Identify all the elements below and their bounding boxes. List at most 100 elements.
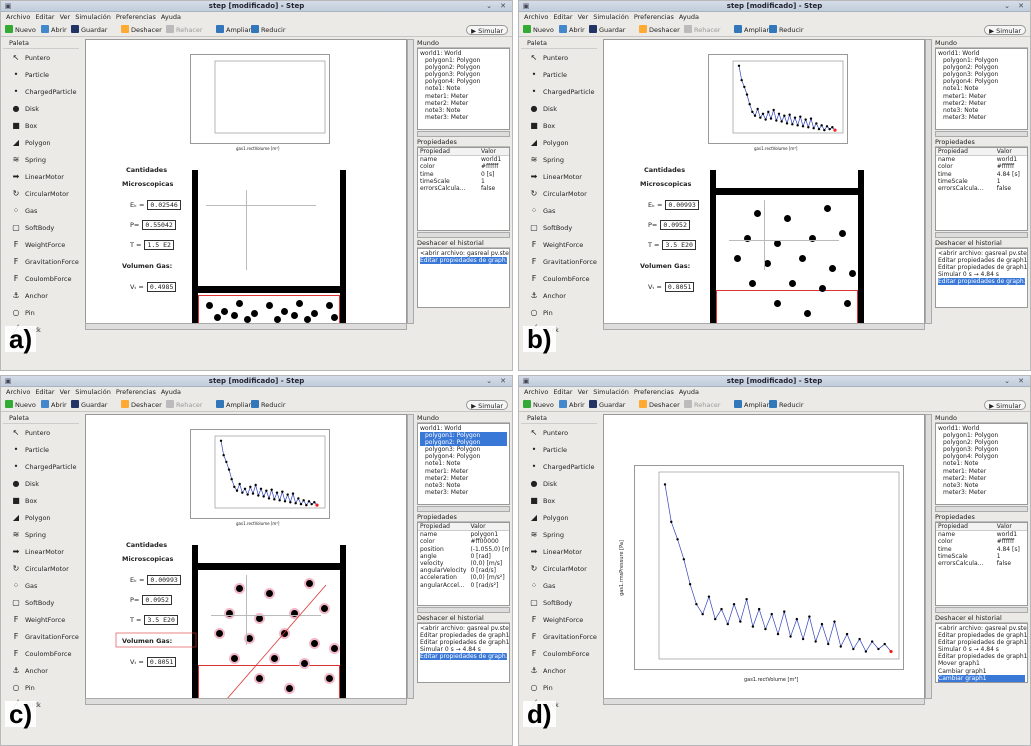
table-row[interactable]: errorsCalcula... false bbox=[938, 185, 1012, 193]
horizontal-scrollbar[interactable] bbox=[85, 323, 407, 330]
palette-item[interactable]: ▢ SoftBody bbox=[3, 594, 79, 611]
world-tree-item[interactable]: polygon2: Polygon bbox=[425, 64, 481, 72]
palette-item[interactable]: ⁘ Gas bbox=[3, 577, 79, 594]
menu-item[interactable]: Ayuda bbox=[160, 388, 181, 396]
redo-button[interactable]: Rehacer bbox=[684, 400, 721, 410]
menu-item[interactable]: Ver bbox=[59, 13, 71, 21]
simulate-button[interactable]: ▶ Simular bbox=[984, 25, 1026, 35]
menu-item[interactable]: Simulación bbox=[75, 13, 111, 21]
history-item[interactable]: Editar propiedades de graph1 bbox=[420, 639, 510, 647]
gas-particle[interactable] bbox=[311, 640, 318, 647]
minimize-icon[interactable]: ⌄ bbox=[1004, 377, 1010, 385]
simulate-button[interactable]: ▶ Simular bbox=[466, 25, 508, 35]
palette-item[interactable]: • ChargedParticle bbox=[3, 83, 79, 100]
palette-item[interactable]: F WeightForce bbox=[3, 611, 79, 628]
gas-particle[interactable] bbox=[246, 635, 253, 642]
history-list[interactable]: <abrir archivo: gasreal pv.ste> Editar pr… bbox=[935, 623, 1028, 683]
pv-graph[interactable] bbox=[708, 54, 848, 144]
world-tree-item[interactable]: world1: World bbox=[938, 50, 980, 57]
table-row[interactable]: color #ffffff bbox=[938, 163, 1015, 171]
world-tree-item[interactable]: polygon3: Polygon bbox=[425, 446, 481, 454]
history-item[interactable]: <abrir archivo: gasreal pv.ste> bbox=[938, 625, 1028, 632]
history-item[interactable]: Editar propiedades de graph1 bbox=[420, 653, 510, 661]
gas-particle[interactable] bbox=[256, 615, 263, 622]
container-right-wall[interactable] bbox=[340, 170, 346, 330]
zoom-in-button[interactable]: Ampliar bbox=[216, 25, 251, 35]
world-tree-item[interactable]: note3: Note bbox=[943, 106, 979, 114]
world-tree-item[interactable]: meter1: Meter bbox=[943, 92, 987, 100]
gas-particle[interactable] bbox=[331, 314, 338, 321]
horizontal-scrollbar[interactable] bbox=[603, 698, 925, 705]
gas-particle[interactable] bbox=[321, 605, 328, 612]
gas-particle[interactable] bbox=[304, 316, 311, 323]
table-row[interactable]: time 4.84 [s] bbox=[938, 545, 1020, 553]
palette-item[interactable]: ○ Pin bbox=[521, 679, 597, 696]
palette-item[interactable]: • ChargedParticle bbox=[521, 458, 597, 475]
table-row[interactable]: time 0 [s] bbox=[420, 170, 495, 178]
palette-item[interactable]: ⚓ Anchor bbox=[521, 287, 597, 304]
history-item[interactable]: Editar propiedades de graph1 bbox=[420, 632, 510, 640]
zoom-out-button[interactable]: Reducir bbox=[769, 25, 804, 35]
save-button[interactable]: Guardar bbox=[589, 400, 625, 410]
menu-item[interactable]: Preferencias bbox=[115, 388, 156, 396]
world-scrollbar[interactable] bbox=[417, 131, 510, 137]
world-tree[interactable]: world1: World polygon1: Polygon polygon2: … bbox=[935, 48, 1028, 130]
window-menu-icon[interactable]: ▣ bbox=[4, 2, 12, 10]
horizontal-scrollbar[interactable] bbox=[603, 323, 925, 330]
meter-v-value[interactable]: 0.8051 bbox=[146, 657, 177, 667]
gas-particle[interactable] bbox=[331, 645, 338, 652]
history-item[interactable]: Cambiar graph1 bbox=[938, 667, 987, 675]
new-button[interactable]: Nuevo bbox=[5, 25, 36, 35]
palette-item[interactable]: ● Disk bbox=[521, 100, 597, 117]
palette-item[interactable]: F GravitationForce bbox=[521, 628, 597, 645]
palette-item[interactable]: F GravitationForce bbox=[3, 253, 79, 270]
table-row[interactable]: angle 0 [rad] bbox=[420, 552, 491, 560]
palette-item[interactable]: ■ Box bbox=[3, 492, 79, 509]
vertical-scrollbar[interactable] bbox=[407, 39, 414, 324]
history-item[interactable]: Mover graph1 bbox=[938, 660, 980, 668]
palette-item[interactable]: ⁘ Gas bbox=[3, 202, 79, 219]
close-icon[interactable]: ✕ bbox=[500, 377, 506, 385]
world-tree-item[interactable]: note1: Note bbox=[943, 85, 979, 93]
meter-t-value[interactable]: 3.5 E20 bbox=[144, 615, 178, 625]
gas-particle[interactable] bbox=[754, 210, 761, 217]
gas-particle[interactable] bbox=[744, 235, 751, 242]
menu-item[interactable]: Ayuda bbox=[678, 388, 699, 396]
pv-graph[interactable] bbox=[634, 465, 904, 670]
new-button[interactable]: Nuevo bbox=[523, 400, 554, 410]
world-tree-item[interactable]: note3: Note bbox=[425, 106, 461, 114]
palette-item[interactable]: F WeightForce bbox=[521, 236, 597, 253]
history-item[interactable]: <abrir archivo: gasreal pv.ste> bbox=[938, 250, 1028, 257]
gas-particle[interactable] bbox=[214, 314, 221, 321]
palette-item[interactable]: • Particle bbox=[521, 66, 597, 83]
menu-item[interactable]: Editar bbox=[35, 388, 55, 396]
new-button[interactable]: Nuevo bbox=[5, 400, 36, 410]
world-tree-item[interactable]: polygon2: Polygon bbox=[943, 64, 999, 72]
zoom-in-button[interactable]: Ampliar bbox=[216, 400, 251, 410]
palette-item[interactable]: ■ Box bbox=[521, 492, 597, 509]
history-item[interactable]: Editar propiedades de graph1 bbox=[938, 278, 1028, 286]
menu-item[interactable]: Ver bbox=[59, 388, 71, 396]
piston[interactable] bbox=[198, 286, 340, 293]
menu-item[interactable]: Archivo bbox=[6, 13, 31, 21]
world-tree-item[interactable]: meter3: Meter bbox=[943, 488, 987, 496]
menu-item[interactable]: Ver bbox=[577, 13, 589, 21]
history-item[interactable]: <abrir archivo: gasreal pv.ste> bbox=[420, 625, 510, 632]
container-right-wall[interactable] bbox=[340, 545, 346, 705]
history-list[interactable]: <abrir archivo: gasreal pv.ste> Editar pr… bbox=[935, 248, 1028, 308]
horizontal-scrollbar[interactable] bbox=[85, 698, 407, 705]
world-tree-item[interactable]: polygon1: Polygon bbox=[943, 57, 999, 65]
open-button[interactable]: Abrir bbox=[41, 400, 67, 410]
gas-particle[interactable] bbox=[274, 316, 281, 323]
menu-item[interactable]: Preferencias bbox=[115, 13, 156, 21]
world-tree-item[interactable]: note3: Note bbox=[425, 481, 461, 489]
minimize-icon[interactable]: ⌄ bbox=[486, 377, 492, 385]
gas-particle[interactable] bbox=[301, 660, 308, 667]
world-tree-item[interactable]: meter1: Meter bbox=[425, 467, 469, 475]
properties-scrollbar[interactable] bbox=[935, 232, 1028, 238]
world-tree-item[interactable]: polygon4: Polygon bbox=[943, 78, 999, 86]
world-tree-item[interactable]: polygon4: Polygon bbox=[425, 453, 481, 461]
palette-item[interactable]: ■ Box bbox=[3, 117, 79, 134]
table-row[interactable]: errorsCalcula... false bbox=[938, 560, 1012, 568]
history-item[interactable]: Simular 0 s → 4.84 s bbox=[420, 646, 481, 654]
